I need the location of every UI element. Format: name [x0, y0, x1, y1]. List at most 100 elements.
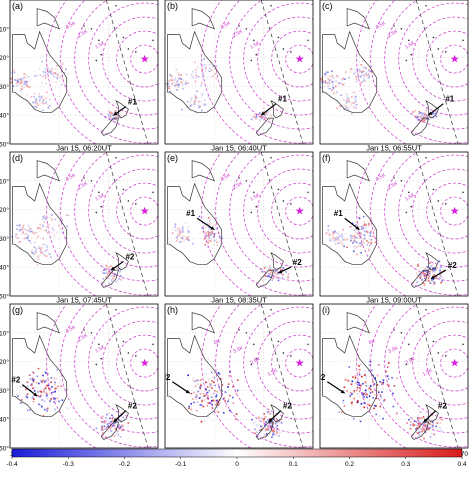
tec-pixel [202, 104, 204, 106]
tec-pixel [205, 235, 208, 237]
tec-pixel [360, 400, 363, 402]
tec-pixel [215, 227, 218, 230]
tec-pixel [263, 417, 265, 420]
tec-pixel [65, 68, 67, 71]
tec-pixel [279, 277, 282, 280]
tec-pixel [346, 93, 349, 96]
tec-pixel [261, 427, 263, 430]
tec-pixel [28, 101, 31, 104]
tec-pixel [353, 240, 356, 243]
tec-pixel [109, 268, 111, 271]
tec-pixel [412, 423, 414, 425]
tec-pixel [273, 274, 276, 277]
tec-pixel [416, 281, 418, 284]
tec-pixel [254, 428, 256, 431]
tec-pixel [429, 282, 431, 284]
wavefront-circle [271, 334, 313, 392]
tec-pixel [182, 82, 184, 84]
tec-pixel [38, 254, 41, 257]
tec-pixel [183, 235, 185, 238]
tec-pixel [333, 231, 335, 233]
tec-pixel [342, 104, 344, 107]
tec-pixel [101, 429, 103, 432]
tec-pixel [428, 280, 430, 282]
tec-pixel [38, 245, 41, 248]
tec-pixel [412, 424, 415, 427]
tec-pixel [327, 229, 329, 231]
tec-pixel [42, 237, 44, 240]
tec-pixel [329, 82, 331, 85]
tec-pixel [276, 419, 278, 421]
panel-label: (g) [12, 305, 23, 315]
tec-pixel [37, 394, 39, 397]
tec-pixel [203, 399, 206, 401]
tec-pixel [199, 66, 202, 69]
tec-pixel [23, 83, 25, 85]
tec-pixel [354, 377, 357, 379]
tec-pixel [199, 387, 201, 390]
tec-pixel [353, 397, 355, 400]
tec-pixel [61, 219, 63, 222]
tec-pixel [210, 396, 213, 398]
tec-pixel [42, 99, 45, 102]
tec-pixel [379, 380, 381, 383]
wavefront-circle [257, 320, 313, 406]
colorbar-tick-label: -0.1 [175, 461, 187, 468]
tec-pixel [29, 86, 31, 89]
tec-pixel [193, 99, 196, 102]
tec-pixel [259, 117, 261, 119]
arrow-label: #1 [278, 95, 287, 104]
panel-time: Jan 15, 09:00UT [366, 296, 422, 305]
tec-pixel [45, 392, 48, 395]
tec-pixel [183, 241, 185, 243]
tec-pixel [420, 428, 423, 431]
tec-pixel [58, 77, 61, 79]
tec-pixel [356, 253, 358, 256]
tec-pixel [43, 408, 46, 411]
tec-pixel [328, 80, 331, 82]
tec-pixel [406, 422, 408, 424]
tec-pixel [265, 421, 267, 423]
tec-pixel [180, 78, 183, 80]
tec-pixel [101, 272, 103, 275]
tec-pixel [49, 400, 51, 402]
tec-pixel [36, 250, 38, 252]
island-dot [393, 329, 395, 331]
tec-pixel [434, 426, 437, 429]
tec-pixel [196, 395, 198, 398]
tec-pixel [54, 387, 56, 390]
tec-pixel [167, 82, 169, 85]
tec-pixel [419, 420, 421, 423]
island-dot [135, 203, 137, 205]
island-dot [83, 177, 85, 179]
tec-pixel [171, 228, 174, 231]
tec-pixel [38, 95, 40, 98]
tec-pixel [263, 433, 265, 436]
tec-pixel [255, 425, 258, 427]
tec-pixel [171, 79, 173, 81]
tec-pixel [182, 229, 184, 232]
tec-pixel [363, 392, 365, 395]
tec-pixel [41, 246, 44, 249]
tec-pixel [364, 67, 367, 69]
panel-label: (i) [322, 305, 330, 315]
tec-pixel [275, 430, 278, 432]
tec-pixel [337, 239, 340, 241]
tec-pixel [273, 430, 275, 433]
tec-pixel [386, 375, 389, 377]
tec-pixel [19, 226, 21, 228]
tec-pixel [34, 248, 36, 250]
tec-pixel [268, 410, 270, 413]
tec-pixel [40, 251, 42, 254]
tec-pixel [201, 68, 203, 71]
tec-pixel [215, 232, 218, 235]
tec-pixel [351, 68, 354, 71]
tec-pixel [190, 74, 193, 76]
panel-frame [9, 303, 159, 449]
tec-pixel [429, 423, 432, 426]
tec-pixel [44, 100, 46, 103]
tec-pixel [36, 411, 39, 413]
tec-pixel [50, 381, 52, 384]
coastline [167, 334, 223, 417]
tec-pixel [39, 227, 42, 230]
